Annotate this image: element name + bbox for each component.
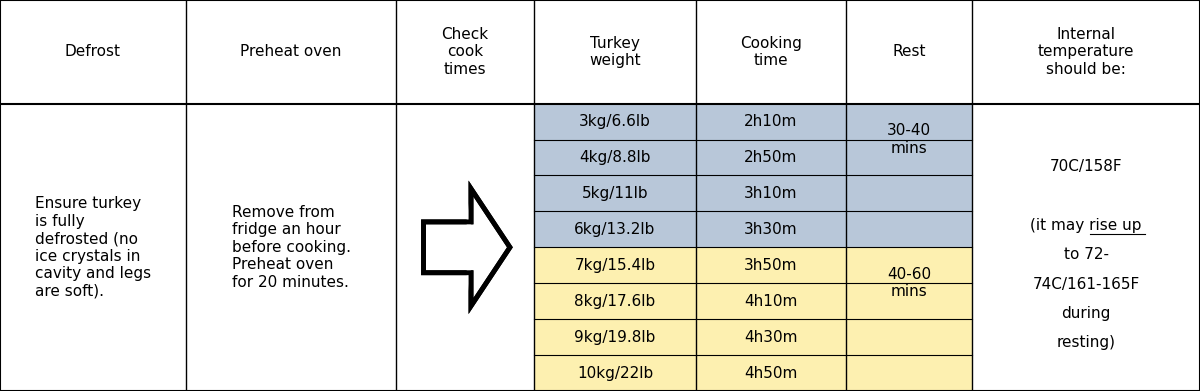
Text: 4h30m: 4h30m [744,330,798,344]
Bar [0,0,186,104]
Text: to 72-: to 72- [1063,248,1109,262]
Bar [534,0,696,104]
Bar [846,104,972,248]
Text: 7kg/15.4lb: 7kg/15.4lb [575,258,655,273]
Bar [696,355,846,391]
Bar [534,104,696,140]
Bar [696,0,846,104]
Bar [534,248,696,283]
Bar [186,0,396,104]
Bar [696,212,846,248]
Text: 30-40
mins: 30-40 mins [887,123,931,156]
Bar [534,355,696,391]
Text: Preheat oven: Preheat oven [240,44,342,59]
Text: Ensure turkey
is fully
defrosted (no
ice crystals in
cavity and legs
are soft).: Ensure turkey is fully defrosted (no ice… [35,196,151,298]
Text: 8kg/17.6lb: 8kg/17.6lb [575,294,655,308]
Bar [696,283,846,319]
Text: 2h10m: 2h10m [744,114,798,129]
Bar [696,248,846,283]
Bar [396,104,534,391]
Bar [846,0,972,104]
Text: 4h10m: 4h10m [744,294,798,308]
Text: Cooking
time: Cooking time [740,36,802,68]
Text: 10kg/22lb: 10kg/22lb [577,366,653,380]
Bar [696,176,846,212]
Text: Internal
temperature
should be:: Internal temperature should be: [1038,27,1134,77]
Text: 5kg/11lb: 5kg/11lb [582,186,648,201]
Text: during: during [1061,306,1111,321]
Bar [534,140,696,176]
Bar [534,212,696,248]
Text: 3h30m: 3h30m [744,222,798,237]
Text: Remove from
fridge an hour
before cooking.
Preheat oven
for 20 minutes.: Remove from fridge an hour before cookin… [232,205,350,290]
Polygon shape [438,193,474,301]
Bar [696,104,846,140]
Text: 2h50m: 2h50m [744,150,798,165]
Text: Defrost: Defrost [65,44,121,59]
Bar [534,319,696,355]
Bar [186,104,396,391]
Bar [0,104,186,391]
Text: Rest: Rest [893,44,925,59]
Bar [534,176,696,212]
Text: 9kg/19.8lb: 9kg/19.8lb [575,330,655,344]
Bar [396,0,534,104]
Text: 4kg/8.8lb: 4kg/8.8lb [580,150,650,165]
Text: 40-60
mins: 40-60 mins [887,267,931,300]
Text: 70C/158F: 70C/158F [1050,160,1122,174]
Text: 6kg/13.2lb: 6kg/13.2lb [575,222,655,237]
Text: 4h50m: 4h50m [744,366,798,380]
Text: (it may rise up: (it may rise up [1031,218,1141,233]
Text: Check
cook
times: Check cook times [442,27,488,77]
Bar [846,248,972,391]
Text: 3h10m: 3h10m [744,186,798,201]
Text: 3h50m: 3h50m [744,258,798,273]
Text: 3kg/6.6lb: 3kg/6.6lb [580,114,650,129]
Bar [534,283,696,319]
Bar [696,140,846,176]
Bar [972,0,1200,104]
Text: Turkey
weight: Turkey weight [589,36,641,68]
Text: resting): resting) [1056,335,1116,350]
Bar [972,104,1200,391]
Bar [696,319,846,355]
Text: 74C/161-165F: 74C/161-165F [1032,277,1140,292]
